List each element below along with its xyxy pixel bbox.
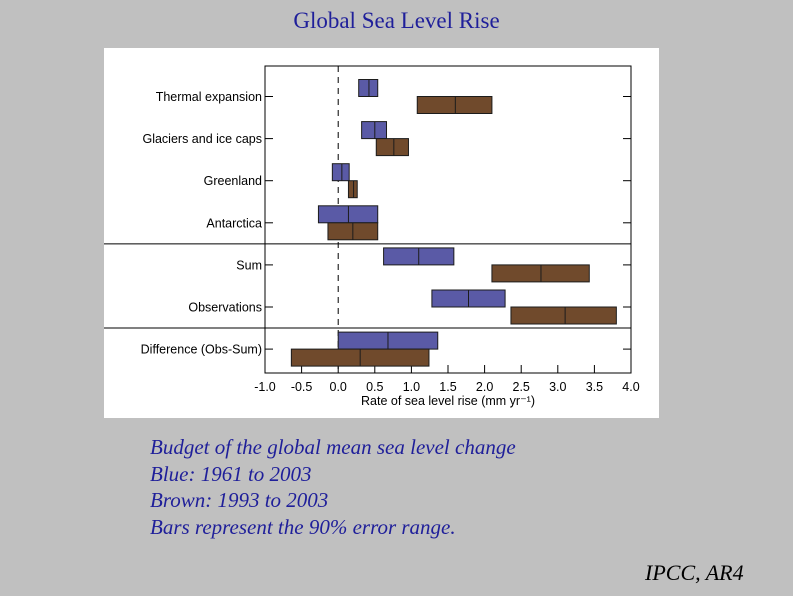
category-label-glaciers-and-ice-caps: Glaciers and ice caps: [142, 132, 262, 146]
caption-line-3: Brown: 1993 to 2003: [150, 488, 329, 512]
x-tick-label: 1.0: [403, 380, 420, 394]
category-label-sum: Sum: [236, 258, 262, 272]
caption-line-4: Bars represent the 90% error range.: [150, 514, 456, 539]
category-label-antarctica: Antarctica: [206, 216, 262, 230]
x-tick-label: -1.0: [254, 380, 276, 394]
x-tick-label: 3.0: [549, 380, 566, 394]
x-tick-label: 4.0: [622, 380, 639, 394]
category-label-greenland: Greenland: [204, 174, 262, 188]
x-tick-label: 2.0: [476, 380, 493, 394]
x-tick-label: 3.5: [586, 380, 603, 394]
bar-greenland-blue: [331, 163, 350, 182]
slide-title: Global Sea Level Rise: [293, 8, 500, 33]
source-citation: IPCC, AR4: [645, 560, 744, 585]
sea-level-budget-chart: Thermal expansion Glaciers and ice caps Gr…: [104, 65, 640, 408]
x-axis-label: Rate of sea level rise (mm yr⁻¹): [361, 394, 535, 408]
x-tick-label: 0.0: [330, 380, 347, 394]
bar-thermal-expansion-brown: [416, 96, 493, 114]
x-tick-label: 2.5: [513, 380, 530, 394]
caption: Budget of the global mean sea level chan…: [150, 434, 516, 540]
bar-observations-brown: [510, 306, 617, 325]
x-tick-label: 1.5: [439, 380, 456, 394]
bar-thermal-expansion-blue: [358, 79, 379, 97]
caption-line-1: Budget of the global mean sea level chan…: [150, 435, 516, 459]
chart-figure: Thermal expansion Glaciers and ice caps Gr…: [104, 48, 659, 418]
bar-greenland-brown: [347, 180, 358, 199]
caption-line-2: Blue: 1961 to 2003: [150, 461, 312, 486]
x-tick-label: 0.5: [366, 380, 383, 394]
bar-glaciers-and-ice-caps-brown: [375, 138, 409, 157]
category-label-thermal-expansion: Thermal expansion: [156, 90, 262, 104]
x-tick-label: -0.5: [291, 380, 313, 394]
category-label-observations: Observations: [188, 301, 262, 315]
category-label-difference-obs-sum: Difference (Obs-Sum): [141, 343, 262, 357]
bar-glaciers-and-ice-caps-blue: [361, 121, 388, 140]
